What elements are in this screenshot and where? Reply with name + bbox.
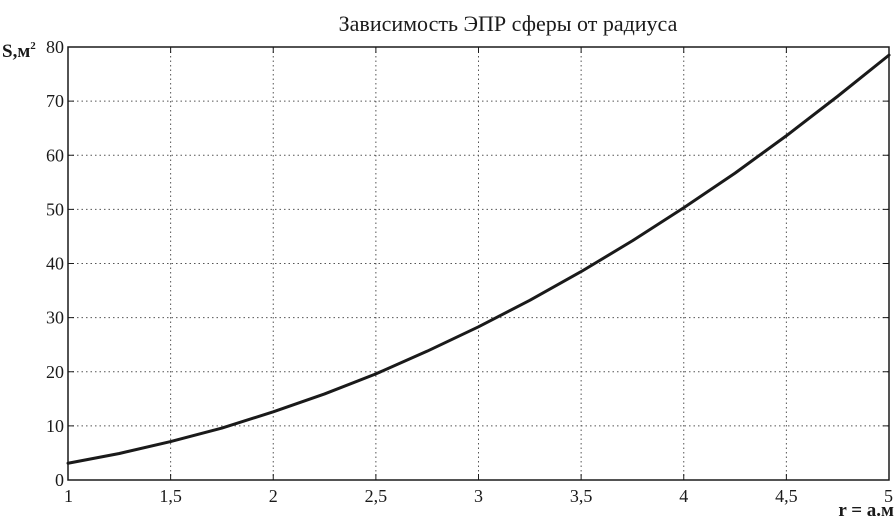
x-tick-labels: 1 1,5 2 2,5 3 3,5 4 4,5 5 (64, 486, 893, 506)
x-tick-label: 3 (474, 486, 483, 506)
series-line (66, 53, 891, 465)
plot-frame (67, 46, 890, 481)
y-tick-label: 20 (46, 362, 64, 382)
y-axis-label-text: S,м (2, 41, 30, 62)
x-tick-label: 1,5 (159, 486, 182, 506)
x-tick-label: 1 (64, 486, 73, 506)
y-axis-label-superscript: 2 (30, 40, 36, 52)
y-tick-label: 50 (46, 199, 64, 219)
x-tick-label: 4,5 (775, 486, 798, 506)
y-tick-label: 60 (46, 145, 64, 165)
series-group (66, 53, 891, 465)
y-axis-label: S,м2 (2, 40, 36, 62)
y-tick-label: 80 (46, 37, 64, 57)
y-tick-labels: 0 10 20 30 40 50 60 70 80 (46, 37, 64, 490)
x-tick-label: 3,5 (570, 486, 593, 506)
y-tick-label: 30 (46, 308, 64, 328)
y-tick-label: 40 (46, 254, 64, 274)
x-tick-label: 2 (269, 486, 278, 506)
y-tick-label: 10 (46, 416, 64, 436)
grid (68, 47, 889, 480)
x-tick-label: 2,5 (365, 486, 388, 506)
x-tick-label: 4 (679, 486, 688, 506)
y-tick-label: 0 (55, 470, 64, 490)
chart-title: Зависимость ЭПР сферы от радиуса (339, 11, 678, 36)
y-tick-label: 70 (46, 91, 64, 111)
x-axis-label: r = a.м (838, 500, 894, 521)
x-tick-label: 5 (884, 486, 893, 506)
